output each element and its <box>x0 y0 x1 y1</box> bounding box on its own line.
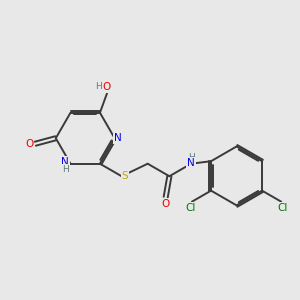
Text: Cl: Cl <box>278 203 288 213</box>
Text: Cl: Cl <box>185 203 196 213</box>
Text: H: H <box>95 82 102 91</box>
Text: N: N <box>114 133 122 143</box>
Text: H: H <box>62 165 69 174</box>
Text: O: O <box>102 82 110 92</box>
Text: S: S <box>122 171 128 181</box>
Text: O: O <box>162 199 170 208</box>
Text: H: H <box>188 153 194 162</box>
Text: N: N <box>187 158 195 168</box>
Text: N: N <box>61 157 69 167</box>
Text: O: O <box>25 139 34 149</box>
